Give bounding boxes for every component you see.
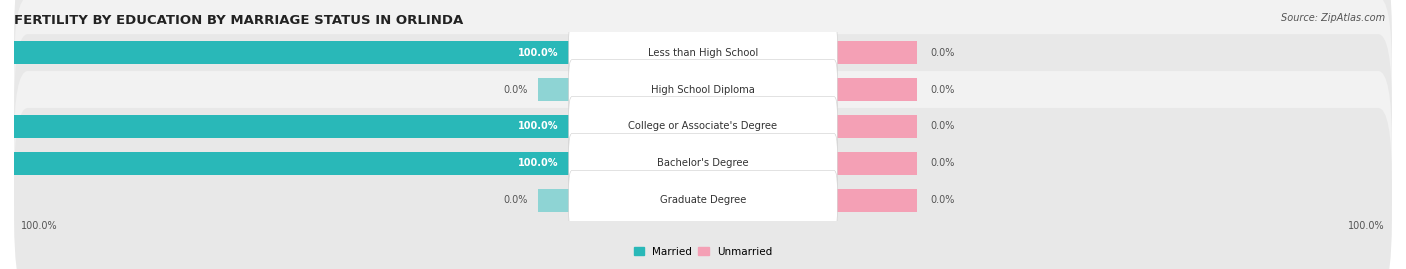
Text: Graduate Degree: Graduate Degree <box>659 195 747 205</box>
FancyBboxPatch shape <box>14 0 1392 182</box>
Bar <box>834 189 917 212</box>
Text: 100.0%: 100.0% <box>21 221 58 231</box>
Bar <box>834 152 917 175</box>
Bar <box>14 41 572 64</box>
Text: 100.0%: 100.0% <box>1348 221 1385 231</box>
FancyBboxPatch shape <box>568 133 838 193</box>
FancyBboxPatch shape <box>568 60 838 119</box>
FancyBboxPatch shape <box>568 23 838 83</box>
Text: High School Diploma: High School Diploma <box>651 84 755 94</box>
Legend: Married, Unmarried: Married, Unmarried <box>634 247 772 257</box>
Text: 100.0%: 100.0% <box>517 158 558 168</box>
Bar <box>14 152 572 175</box>
Bar <box>834 41 917 64</box>
Text: College or Associate's Degree: College or Associate's Degree <box>628 121 778 132</box>
Bar <box>834 115 917 138</box>
Bar <box>834 78 917 101</box>
Text: 100.0%: 100.0% <box>517 121 558 132</box>
FancyBboxPatch shape <box>14 71 1392 256</box>
Bar <box>537 78 572 101</box>
Text: 0.0%: 0.0% <box>931 84 955 94</box>
FancyBboxPatch shape <box>14 34 1392 219</box>
FancyBboxPatch shape <box>14 0 1392 145</box>
Text: 0.0%: 0.0% <box>931 195 955 205</box>
Text: 100.0%: 100.0% <box>517 48 558 58</box>
Bar <box>14 115 572 138</box>
Text: 0.0%: 0.0% <box>503 195 527 205</box>
Text: FERTILITY BY EDUCATION BY MARRIAGE STATUS IN ORLINDA: FERTILITY BY EDUCATION BY MARRIAGE STATU… <box>14 14 464 27</box>
Text: Less than High School: Less than High School <box>648 48 758 58</box>
Text: 0.0%: 0.0% <box>931 121 955 132</box>
Text: 0.0%: 0.0% <box>931 158 955 168</box>
Text: Source: ZipAtlas.com: Source: ZipAtlas.com <box>1281 13 1385 23</box>
Text: 0.0%: 0.0% <box>931 48 955 58</box>
FancyBboxPatch shape <box>568 170 838 230</box>
FancyBboxPatch shape <box>568 97 838 156</box>
Text: Bachelor's Degree: Bachelor's Degree <box>657 158 749 168</box>
Bar <box>537 189 572 212</box>
FancyBboxPatch shape <box>14 108 1392 269</box>
Text: 0.0%: 0.0% <box>503 84 527 94</box>
